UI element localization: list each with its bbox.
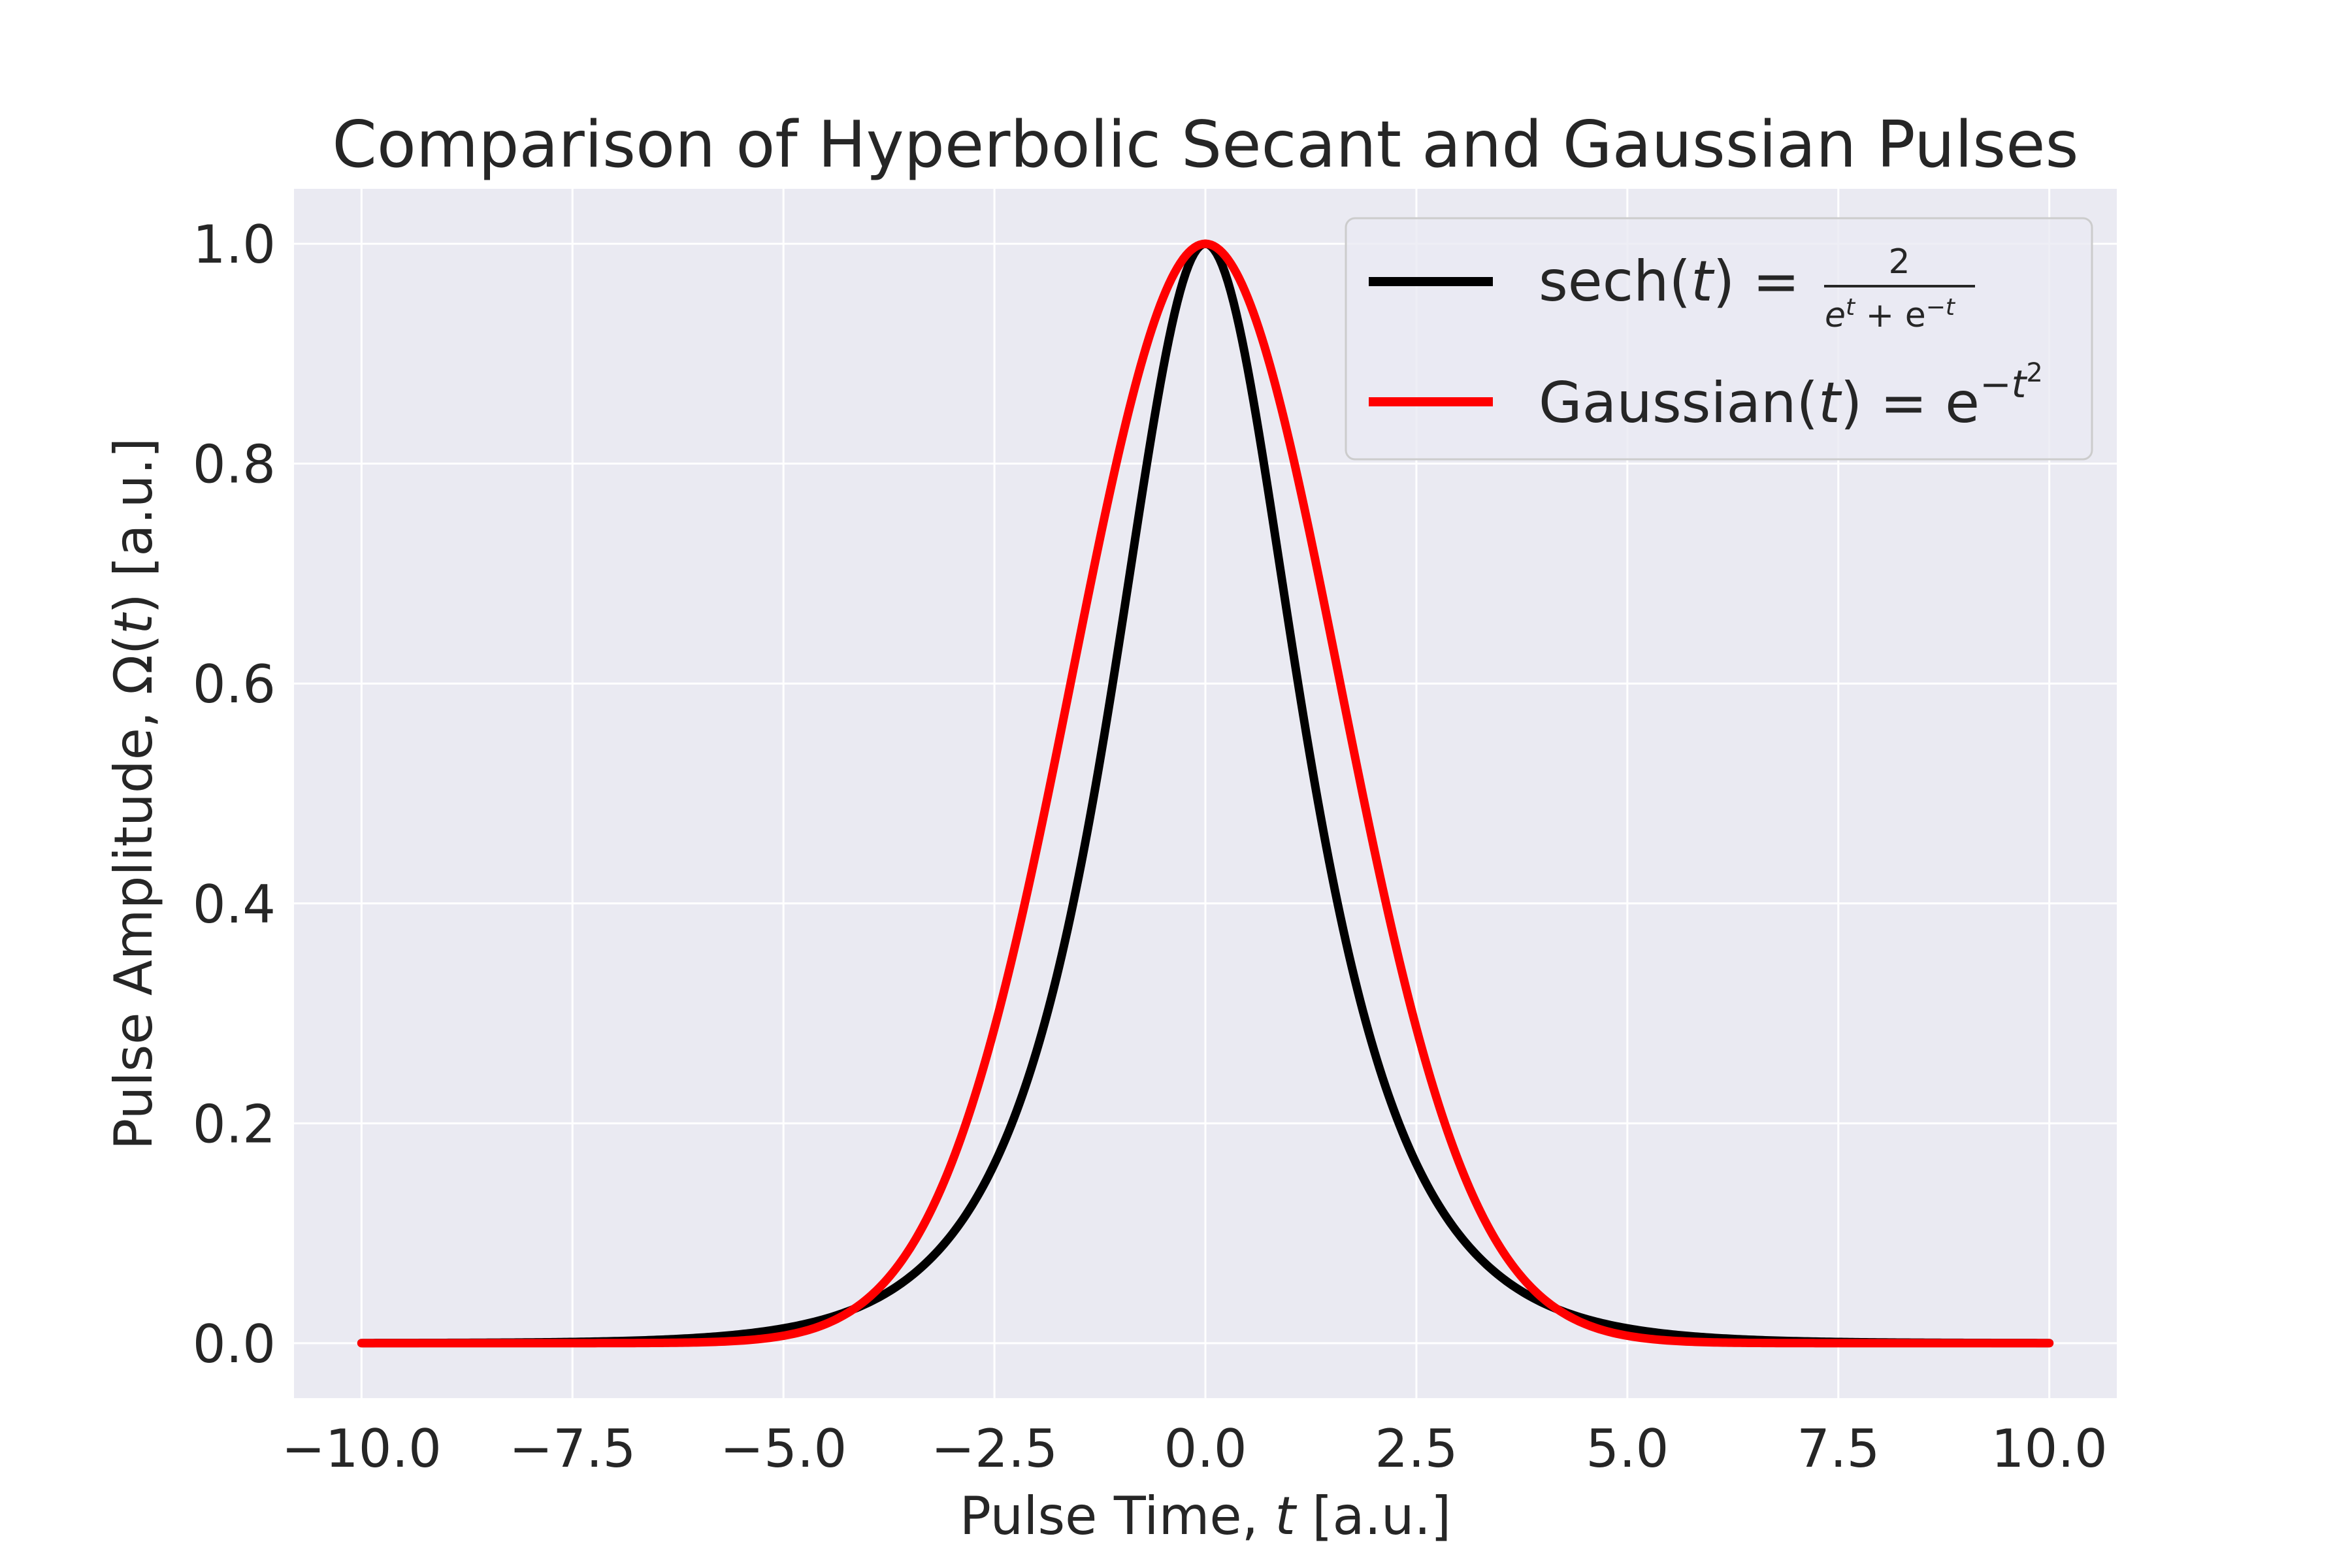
y-tick-label: 0.6 xyxy=(193,654,276,715)
x-tick-label: 10.0 xyxy=(1991,1418,2108,1479)
y-tick-labels: 0.0 0.2 0.4 0.6 0.8 1.0 xyxy=(193,214,276,1375)
y-axis-label: Pulse Amplitude, Ω(t) [a.u.] xyxy=(103,438,164,1150)
x-tick-label: 7.5 xyxy=(1797,1418,1880,1479)
x-tick-label: −10.0 xyxy=(282,1418,442,1479)
legend-box xyxy=(1345,217,2093,461)
y-tick-label: 0.0 xyxy=(193,1314,276,1375)
series-layer xyxy=(357,239,2054,1348)
x-tick-label: −5.0 xyxy=(720,1418,847,1479)
x-tick-label: −2.5 xyxy=(931,1418,1058,1479)
x-axis-label: Pulse Time, t [a.u.] xyxy=(960,1486,1452,1546)
series-line-gaussian xyxy=(357,239,2054,1348)
legend-label-gaussian: Gaussian(t) = e−t2 xyxy=(1539,358,2043,436)
chart-title: Comparison of Hyperbolic Secant and Gaus… xyxy=(332,108,2078,182)
legend-sech-denominator: et + e−t xyxy=(1825,294,1956,335)
y-tick-label: 0.2 xyxy=(193,1094,276,1154)
x-tick-label: 5.0 xyxy=(1586,1418,1669,1479)
y-tick-label: 1.0 xyxy=(193,214,276,275)
legend-label-sech: sech(t) = xyxy=(1539,249,1800,314)
x-tick-labels: −10.0 −7.5 −5.0 −2.5 0.0 2.5 5.0 7.5 10.0 xyxy=(282,1418,2108,1479)
y-tick-label: 0.4 xyxy=(193,874,276,935)
x-tick-label: −7.5 xyxy=(509,1418,636,1479)
x-tick-label: 0.0 xyxy=(1164,1418,1247,1479)
x-tick-label: 2.5 xyxy=(1375,1418,1458,1479)
legend: sech(t) = 2 et + e−t Gaussian(t) = e−t2 xyxy=(1345,217,2093,461)
y-tick-label: 0.8 xyxy=(193,434,276,495)
legend-sech-numerator: 2 xyxy=(1888,242,1910,282)
